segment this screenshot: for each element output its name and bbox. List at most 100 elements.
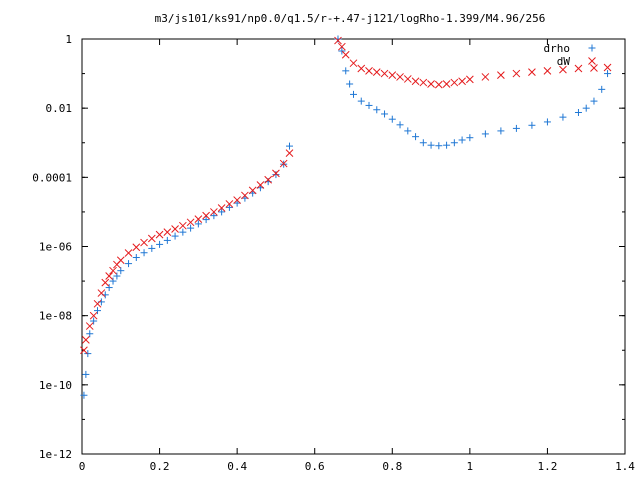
point-dw	[559, 65, 567, 74]
point-dw	[116, 256, 125, 265]
point-dw	[411, 77, 420, 86]
point-dw	[334, 36, 342, 45]
point-dw	[210, 208, 218, 216]
point-dw	[225, 200, 234, 208]
point-drho	[187, 224, 195, 232]
point-dw	[497, 71, 505, 80]
point-drho	[113, 272, 121, 280]
point-drho	[84, 350, 92, 358]
point-dw	[380, 69, 389, 78]
point-drho	[466, 134, 474, 142]
point-dw	[434, 80, 443, 89]
point-dw	[285, 149, 294, 158]
point-drho	[171, 232, 179, 240]
point-dw	[194, 215, 203, 223]
legend-label: dW	[557, 55, 571, 68]
chart-title: m3/js101/ks91/np0.0/q1.5/r-+.47-j121/log…	[155, 12, 546, 25]
legend-marker-dw	[588, 57, 596, 65]
point-dw	[458, 77, 466, 86]
axes-layer: 0 0.2 0.4 0.6 0.8 1 1.2 1.4 1e-12 1e-10 1e-08 1e-06…	[32, 33, 635, 473]
point-drho	[350, 90, 357, 98]
point-drho	[105, 284, 113, 292]
point-drho	[543, 118, 551, 126]
point-dw	[372, 68, 381, 77]
point-drho	[346, 80, 354, 88]
point-drho	[179, 228, 187, 236]
y-tick-label: 0.01	[46, 102, 73, 115]
point-drho	[225, 203, 233, 211]
y-tick-label: 1e-10	[39, 379, 72, 392]
point-dw	[233, 196, 241, 204]
x-tick-label: 1.2	[537, 460, 557, 473]
point-drho	[140, 249, 148, 257]
legend-marker-drho	[588, 44, 596, 52]
point-drho	[342, 67, 350, 75]
point-dw	[178, 221, 187, 230]
point-dw	[388, 71, 397, 80]
point-dw	[93, 299, 102, 308]
point-dw	[442, 80, 451, 88]
point-drho	[381, 110, 389, 118]
point-dw	[147, 234, 156, 243]
point-drho	[156, 240, 164, 248]
point-drho	[574, 108, 582, 116]
point-dw	[603, 63, 612, 72]
point-drho	[582, 104, 590, 112]
point-dw	[396, 73, 404, 81]
y-tick-label: 1e-06	[39, 241, 72, 254]
point-dw	[80, 346, 88, 355]
x-tick-label: 1	[467, 460, 474, 473]
point-drho	[202, 216, 210, 224]
point-dw	[272, 169, 280, 178]
point-drho	[497, 127, 505, 135]
point-drho	[357, 97, 365, 105]
point-dw	[481, 73, 490, 81]
point-dw	[97, 289, 106, 297]
x-tick-label: 0.8	[382, 460, 402, 473]
point-drho	[163, 236, 171, 244]
point-drho	[365, 101, 373, 109]
point-drho	[443, 141, 451, 149]
point-dw	[105, 272, 114, 280]
point-dw	[338, 42, 346, 51]
point-drho	[210, 212, 218, 220]
point-dw	[427, 80, 435, 88]
point-dw	[512, 69, 521, 78]
point-drho	[427, 141, 435, 149]
point-dw	[279, 159, 288, 168]
point-drho	[598, 85, 606, 93]
point-drho	[450, 139, 458, 147]
point-dw	[357, 64, 366, 73]
marks-layer	[80, 35, 612, 399]
point-dw	[450, 78, 459, 87]
point-dw	[101, 278, 110, 287]
point-dw	[140, 238, 148, 247]
plot-frame	[81, 38, 626, 455]
x-tick-label: 0.6	[305, 460, 325, 473]
point-drho	[272, 171, 280, 179]
point-drho	[80, 391, 88, 399]
point-dw	[82, 335, 90, 344]
point-drho	[412, 133, 420, 141]
point-dw	[248, 186, 257, 195]
point-drho	[286, 142, 294, 150]
point-dw	[590, 64, 598, 72]
point-dw	[124, 249, 133, 257]
point-drho	[419, 139, 427, 147]
point-dw	[132, 243, 141, 252]
x-tick-label: 0	[79, 460, 86, 473]
point-dw	[163, 228, 172, 237]
point-drho	[435, 142, 443, 150]
point-drho	[94, 307, 102, 315]
point-drho	[117, 267, 125, 275]
point-dw	[186, 218, 195, 227]
point-dw	[109, 266, 117, 275]
point-drho	[481, 130, 489, 138]
point-drho	[373, 106, 381, 114]
x-tick-label: 0.4	[227, 460, 247, 473]
point-drho	[82, 370, 90, 378]
point-dw	[341, 50, 350, 59]
point-drho	[559, 113, 567, 121]
